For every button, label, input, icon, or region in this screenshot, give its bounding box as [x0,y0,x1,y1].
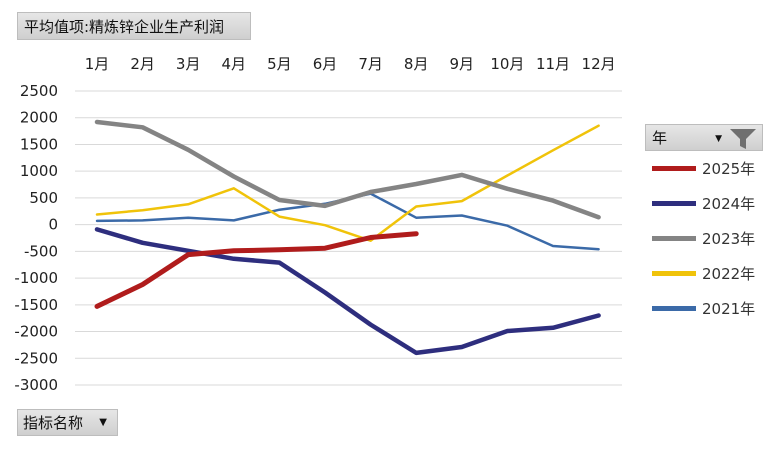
y-tick-label: 2500 [20,82,58,100]
legend-swatch [652,201,696,206]
y-tick-label: 500 [29,189,58,207]
y-tick-label: -2500 [14,349,58,367]
x-tick-label: 9月 [450,55,475,73]
series-line-2024年 [94,227,601,356]
y-tick-label: -1500 [14,296,58,314]
dropdown-arrow-icon[interactable]: ▼ [99,417,107,428]
legend-label: 2022年 [702,265,756,283]
y-tick-label: -3000 [14,376,58,394]
y-tick-label: 1500 [20,135,58,153]
legend-item[interactable]: 2025年 [652,158,755,179]
x-tick-label: 4月 [222,55,247,73]
y-tick-label: -500 [24,242,58,260]
legend-swatch [652,236,696,241]
value-field-label: 平均值项:精炼锌企业生产利润 [24,17,225,36]
y-tick-label: -1000 [14,269,58,287]
legend-swatch [652,271,696,276]
row-field-label: 指标名称 [23,414,84,432]
y-tick-label: 1000 [20,162,58,180]
x-tick-label: 3月 [176,55,201,73]
legend-item[interactable]: 2022年 [652,263,755,284]
y-tick-label: 0 [48,216,58,234]
legend-label: 2025年 [702,160,756,178]
series-line-2023年 [94,119,601,220]
x-tick-label: 7月 [358,55,383,73]
x-tick-label: 6月 [313,55,338,73]
series-line-2025年 [94,231,419,309]
y-axis-ticks: 2500 2000 1500 1000 500 0 -500 -1000 -1500 -2000 -… [14,82,58,394]
series-lines [94,119,601,356]
value-field-button[interactable]: 平均值项:精炼锌企业生产利润 [17,12,251,40]
x-tick-label: 12月 [582,55,616,73]
x-axis-ticks: 1月 2月 3月 4月 5月 6月 7月 8月 9月 10月 11月 12月 [85,55,616,73]
x-tick-label: 11月 [536,55,570,73]
legend-label: 2021年 [702,300,756,318]
legend-item[interactable]: 2024年 [652,193,755,214]
legend-label: 2023年 [702,230,756,248]
y-tick-label: -2000 [14,323,58,341]
row-field-button[interactable]: 指标名称 ▼ [17,409,118,436]
y-tick-label: 2000 [20,109,58,127]
x-tick-label: 1月 [85,55,110,73]
legend-item[interactable]: 2023年 [652,228,755,249]
legend-swatch [652,166,696,171]
series-line-2022年 [95,124,600,242]
x-tick-label: 10月 [490,55,524,73]
legend-item[interactable]: 2021年 [652,298,755,319]
legend-swatch [652,306,696,311]
x-tick-label: 2月 [130,55,155,73]
x-tick-label: 5月 [267,55,292,73]
funnel-filter-icon[interactable] [728,127,758,155]
legend-field-button[interactable]: 年 ▼ [645,124,763,151]
legend-field-label: 年 [652,129,668,147]
dropdown-arrow-icon[interactable]: ▼ [715,134,722,144]
legend-label: 2024年 [702,195,756,213]
x-tick-label: 8月 [404,55,429,73]
